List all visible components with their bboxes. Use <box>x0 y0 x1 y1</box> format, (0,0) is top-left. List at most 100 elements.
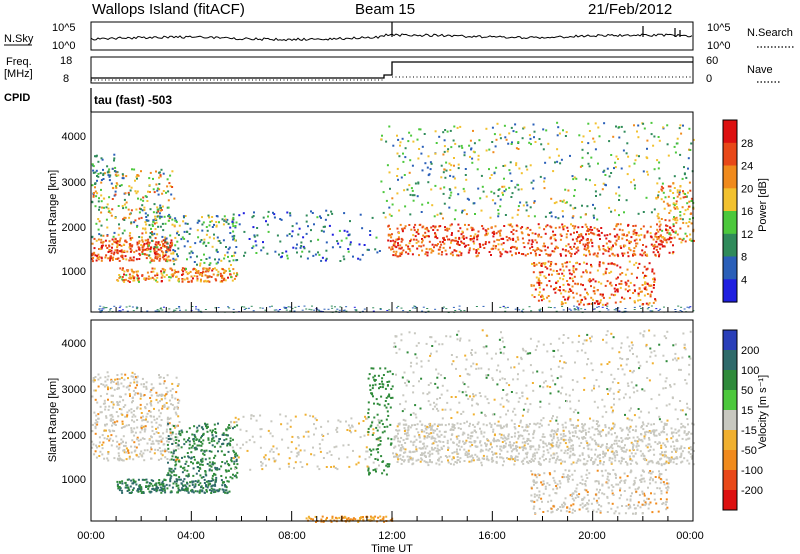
power-cell <box>500 243 503 246</box>
power-cell <box>156 208 159 211</box>
power-cell <box>582 135 585 138</box>
velocity-cell <box>646 446 649 449</box>
velocity-cell <box>235 452 237 455</box>
velocity-cell <box>568 456 571 459</box>
power-cell <box>657 196 659 199</box>
power-cell <box>358 243 361 246</box>
velocity-cell <box>639 450 642 453</box>
power-cell <box>116 183 119 186</box>
power-cell <box>581 204 583 207</box>
power-cell <box>164 269 167 271</box>
power-cell <box>183 237 186 240</box>
power-cell <box>479 197 482 200</box>
power-cell <box>399 144 401 147</box>
velocity-cell <box>242 443 244 446</box>
velocity-cell <box>150 389 153 391</box>
velocity-cell <box>663 453 666 456</box>
velocity-cell <box>452 457 455 460</box>
power-cell <box>244 251 247 254</box>
velocity-cell <box>371 392 373 395</box>
velocity-cell <box>538 463 541 465</box>
velocity-cell <box>384 367 387 370</box>
power-cell <box>397 305 400 307</box>
velocity-cell <box>313 423 315 426</box>
velocity-cell <box>524 429 527 432</box>
power-cell <box>679 214 682 217</box>
power-cell <box>545 225 547 228</box>
power-cell <box>223 215 226 218</box>
velocity-cell <box>482 454 485 457</box>
power-cell <box>154 257 157 260</box>
power-cell <box>502 165 505 167</box>
power-cell <box>484 229 487 232</box>
power-cell <box>608 272 611 274</box>
power-cell <box>146 200 149 202</box>
nsky-tick-bottom: 10^0 <box>52 40 76 52</box>
power-cell <box>683 308 686 310</box>
power-cell <box>533 201 536 204</box>
power-cell <box>101 244 104 247</box>
velocity-cell <box>377 419 380 422</box>
power-cell <box>92 171 95 174</box>
power-cell <box>434 225 437 228</box>
power-cell <box>676 137 679 140</box>
power-cell <box>146 247 149 250</box>
velocity-cell <box>375 398 378 401</box>
power-cell <box>262 241 264 244</box>
power-cell <box>122 257 125 260</box>
power-cell <box>252 245 255 248</box>
power-cell <box>648 284 651 287</box>
power-cell <box>672 225 675 228</box>
power-cell <box>191 251 194 254</box>
power-cell <box>533 262 536 264</box>
power-cell <box>482 190 485 193</box>
velocity-cell <box>466 456 469 459</box>
power-cell <box>91 254 94 257</box>
power-cell <box>115 241 118 244</box>
power-cell <box>463 242 466 245</box>
velocity-cell <box>130 427 133 430</box>
power-cell <box>578 303 581 306</box>
power-cell <box>635 261 638 264</box>
velocity-cell <box>569 450 572 453</box>
power-cell <box>367 248 370 251</box>
velocity-cell <box>130 408 133 411</box>
velocity-cell <box>403 430 406 432</box>
power-cell <box>641 284 644 286</box>
power-cell <box>575 262 578 265</box>
power-cell <box>572 178 575 181</box>
power-cell <box>654 245 657 248</box>
velocity-cell <box>368 373 371 376</box>
velocity-cell <box>193 447 196 449</box>
velocity-cell <box>321 433 324 436</box>
power-cell <box>399 254 402 257</box>
power-cell <box>396 192 399 195</box>
velocity-cell <box>158 481 161 484</box>
power-cell <box>668 232 671 235</box>
power-cell <box>547 253 550 256</box>
power-cell <box>580 234 583 237</box>
power-cell <box>242 212 245 215</box>
velocity-cell <box>265 464 267 467</box>
power-cell <box>530 284 533 287</box>
power-cell <box>502 242 505 245</box>
power-cell <box>560 292 563 295</box>
velocity-cell <box>169 417 172 420</box>
velocity-cell <box>95 444 98 447</box>
power-cell <box>408 131 411 134</box>
velocity-cell <box>619 427 622 430</box>
velocity-cell <box>207 438 210 441</box>
power-colorbar-tick: 24 <box>741 161 753 173</box>
power-cell <box>581 148 584 151</box>
velocity-cell <box>457 434 460 437</box>
velocity-cell <box>364 415 366 418</box>
velocity-cell <box>162 488 164 491</box>
power-cell <box>112 187 115 190</box>
velocity-cell <box>198 469 200 472</box>
power-cell <box>676 142 679 145</box>
power-cell <box>131 168 133 171</box>
velocity-cell <box>649 449 652 452</box>
power-cell <box>436 237 439 240</box>
power-colorbar-swatch <box>723 188 737 212</box>
power-cell <box>532 187 535 190</box>
